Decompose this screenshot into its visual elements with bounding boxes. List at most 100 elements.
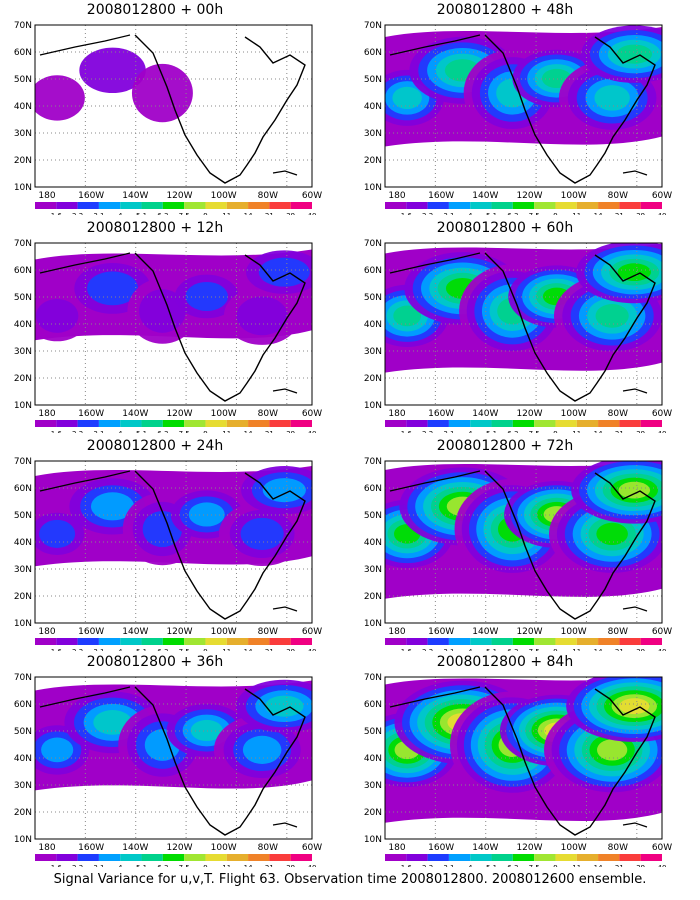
map-frame xyxy=(384,24,663,188)
variance-contour xyxy=(618,481,651,499)
map-panel: 2008012800 + 48h 70N 60N 50N 40N 30N 20N 10N 180… xyxy=(350,0,680,215)
colorbar-label: 21 xyxy=(265,212,274,215)
map-svg: 70N 60N 50N 40N 30N 20N 10N 180 160W 140W 120W 100W… xyxy=(14,457,322,651)
colorbar-label: 21 xyxy=(615,212,624,215)
colorbar-swatch xyxy=(385,854,407,861)
lat-label: 30N xyxy=(14,565,32,575)
colorbar-label: 3.1 xyxy=(443,430,454,433)
colorbar-label: 7.5 xyxy=(529,212,540,215)
colorbar-swatch xyxy=(427,638,449,645)
lat-label: 20N xyxy=(14,156,32,166)
colorbar-label: 1.6 xyxy=(401,864,413,867)
colorbar-swatch xyxy=(205,202,227,209)
colorbar-swatch xyxy=(619,420,641,427)
colorbar-label: 2.2 xyxy=(422,864,433,867)
colorbar-swatch xyxy=(598,638,620,645)
colorbar-swatch xyxy=(141,420,163,427)
colorbar-swatch xyxy=(269,854,291,861)
variance-contour xyxy=(393,305,422,327)
lat-label: 70N xyxy=(364,21,382,31)
colorbar-label: 11 xyxy=(572,430,581,433)
colorbar-label: 3.1 xyxy=(93,430,104,433)
colorbar-swatch xyxy=(619,638,641,645)
colorbar-label: 29 xyxy=(286,212,295,215)
colorbar-swatch xyxy=(512,420,535,427)
variance-contour xyxy=(79,47,146,94)
colorbar-label: 1.6 xyxy=(51,864,63,867)
colorbar-label: 3.1 xyxy=(93,648,104,651)
colorbar-swatch xyxy=(448,202,471,209)
map-svg: 70N 60N 50N 40N 30N 20N 10N 180 160W 140W 120W 100W… xyxy=(364,457,672,651)
panel-title: 2008012800 + 84h xyxy=(436,654,574,670)
panel-title: 2008012800 + 00h xyxy=(86,2,224,18)
lat-label: 70N xyxy=(14,21,32,31)
map-panel: 2008012800 + 84h 70N 60N 50N 40N 30N 20N 10N 180… xyxy=(350,652,680,867)
map-svg: 70N 60N 50N 40N 30N 20N 10N 180 160W 140W 120W 100W… xyxy=(364,239,672,433)
lon-label: 120W xyxy=(516,409,542,419)
lat-label: 40N xyxy=(364,102,382,112)
lon-label: 160W xyxy=(428,191,454,201)
lat-label: 50N xyxy=(364,293,382,303)
map-svg: 70N 60N 50N 40N 30N 20N 10N 180 160W 140W 120W 100W… xyxy=(364,673,672,867)
colorbar-swatch xyxy=(491,854,513,861)
lon-label: 140W xyxy=(472,627,498,637)
caribbean-coast xyxy=(622,606,648,612)
lat-label: 50N xyxy=(14,511,32,521)
variance-contour xyxy=(139,289,186,333)
lat-label: 70N xyxy=(364,673,382,683)
map-frame xyxy=(384,242,663,406)
lon-label: 60W xyxy=(652,627,672,637)
colorbar-label: 5.1 xyxy=(136,864,147,867)
colorbar-swatch xyxy=(290,854,312,861)
colorbar-label: 5.1 xyxy=(486,212,497,215)
colorbar-swatch xyxy=(290,638,312,645)
colorbar-swatch xyxy=(248,854,270,861)
lat-label: 20N xyxy=(364,592,382,602)
variance-contour xyxy=(39,519,76,548)
lon-label: 120W xyxy=(516,843,542,853)
colorbar-label: 7.5 xyxy=(529,864,540,867)
colorbar-label: 1.6 xyxy=(51,648,63,651)
lon-label: 120W xyxy=(516,191,542,201)
colorbar-swatch xyxy=(640,202,662,209)
map-panel: 2008012800 + 24h 70N 60N 50N 40N 30N 20N 10N 180… xyxy=(0,436,330,651)
colorbar-label: 3.1 xyxy=(443,212,454,215)
colorbar-label: 29 xyxy=(636,430,645,433)
lon-label: 120W xyxy=(166,409,192,419)
colorbar-label: 4 xyxy=(118,430,123,433)
colorbar-label: 21 xyxy=(615,864,624,867)
colorbar-label: 5.1 xyxy=(486,864,497,867)
lat-label: 40N xyxy=(14,538,32,548)
lon-label: 80W xyxy=(608,627,628,637)
lon-label: 80W xyxy=(258,843,278,853)
lon-label: 180 xyxy=(388,191,405,201)
map-frame xyxy=(34,676,313,840)
colorbar-label: 9 xyxy=(203,212,207,215)
colorbar-swatch xyxy=(406,638,428,645)
colorbar-swatch xyxy=(77,420,99,427)
colorbar-label: 5.1 xyxy=(136,430,147,433)
colorbar-swatch xyxy=(248,420,270,427)
aleutian-coast xyxy=(389,252,481,274)
colorbar-swatch xyxy=(98,202,121,209)
lat-label: 50N xyxy=(14,75,32,85)
variance-contour xyxy=(617,263,651,282)
map-panel: 2008012800 + 72h 70N 60N 50N 40N 30N 20N 10N 180… xyxy=(350,436,680,651)
colorbar-swatch xyxy=(269,202,291,209)
lat-label: 40N xyxy=(364,320,382,330)
colorbar-label: 29 xyxy=(286,648,295,651)
colorbar-swatch xyxy=(120,854,142,861)
lat-label: 10N xyxy=(364,183,382,193)
lon-label: 100W xyxy=(561,627,587,637)
colorbar-swatch xyxy=(598,202,620,209)
colorbar-label: 4 xyxy=(118,864,123,867)
colorbar-label: 7.5 xyxy=(529,430,540,433)
colorbar-swatch xyxy=(141,854,163,861)
coastline xyxy=(134,34,306,184)
colorbar-swatch xyxy=(534,202,556,209)
colorbar-label: 3.1 xyxy=(93,864,104,867)
colorbar-label: 6.3 xyxy=(157,864,168,867)
colorbar-swatch xyxy=(512,638,535,645)
colorbar-label: 2.2 xyxy=(72,864,83,867)
colorbar-swatch xyxy=(406,854,428,861)
